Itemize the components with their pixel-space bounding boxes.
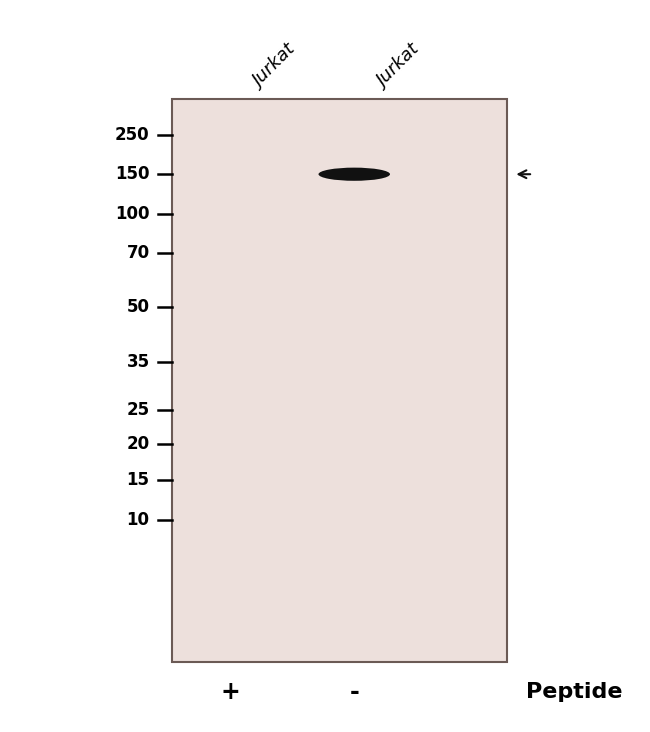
Text: 50: 50	[127, 298, 150, 315]
Text: 70: 70	[126, 244, 150, 261]
Text: 250: 250	[115, 127, 150, 144]
Text: Jurkat: Jurkat	[250, 42, 300, 92]
Text: Peptide: Peptide	[526, 681, 623, 702]
Text: 35: 35	[126, 353, 150, 370]
Text: 100: 100	[115, 205, 150, 223]
Text: 15: 15	[127, 471, 150, 489]
Ellipse shape	[318, 168, 390, 181]
Bar	[172, 99, 507, 662]
Text: 20: 20	[126, 436, 150, 453]
Text: 25: 25	[126, 401, 150, 419]
Text: 150: 150	[115, 165, 150, 183]
Text: Jurkat: Jurkat	[374, 42, 424, 92]
Text: 10: 10	[127, 511, 150, 529]
Text: -: -	[350, 680, 359, 703]
Text: +: +	[221, 680, 240, 703]
